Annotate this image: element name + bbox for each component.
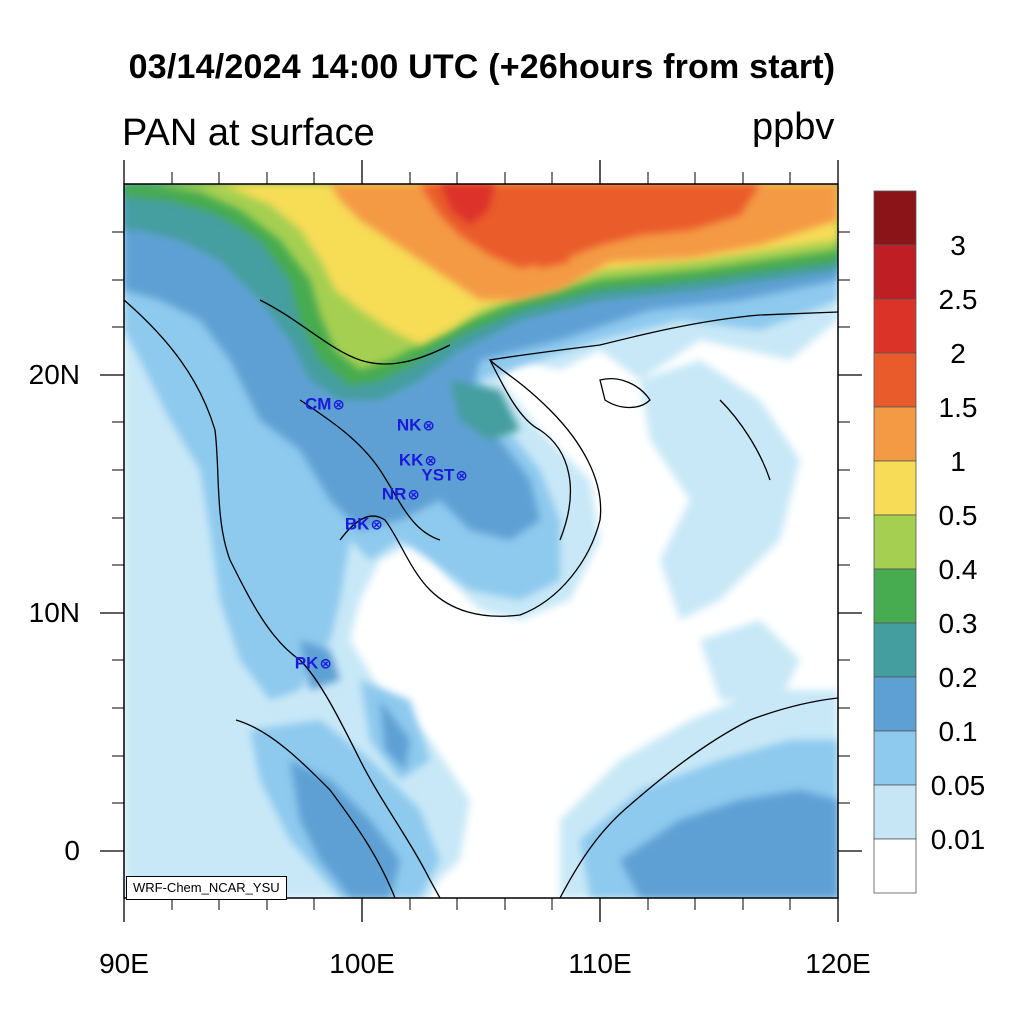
colorbar-label: 3 bbox=[950, 230, 966, 261]
colorbar-label: 0.3 bbox=[938, 608, 978, 639]
station-symbol-icon: ⊗ bbox=[319, 655, 332, 673]
colorbar-label: 1 bbox=[950, 446, 966, 477]
map-title: 03/14/2024 14:00 UTC (+26hours from star… bbox=[128, 48, 836, 86]
station-symbol-icon: ⊗ bbox=[332, 396, 345, 414]
station-symbol-icon: ⊗ bbox=[422, 417, 435, 435]
colorbar-label: 0.1 bbox=[938, 716, 978, 747]
colorbar-swatch bbox=[873, 838, 917, 894]
colorbar-label: 0.5 bbox=[938, 500, 978, 531]
lat-label-0: 0 bbox=[64, 835, 80, 866]
colorbar-swatch bbox=[873, 730, 917, 786]
station-marker: YST⊗ bbox=[421, 467, 468, 484]
pan-contour-field bbox=[124, 184, 838, 898]
lon-label-100e: 100E bbox=[329, 948, 395, 979]
colorbar-label: 0.05 bbox=[930, 770, 986, 801]
lon-label-110e: 110E bbox=[568, 948, 632, 979]
colorbar-label: 1.5 bbox=[938, 392, 978, 423]
station-symbol-icon: ⊗ bbox=[424, 452, 437, 470]
colorbar-label: 0.01 bbox=[930, 824, 986, 855]
pan-level-2-region bbox=[440, 184, 495, 225]
variable-label: PAN at surface bbox=[122, 112, 375, 154]
station-code: KK bbox=[398, 450, 424, 470]
colorbar-label: 0.4 bbox=[938, 554, 978, 585]
colorbar-label: 0.2 bbox=[938, 662, 978, 693]
colorbar-swatch bbox=[873, 784, 917, 840]
station-marker: BK⊗ bbox=[345, 516, 383, 533]
station-code: NR bbox=[381, 484, 407, 504]
colorbar-swatch bbox=[873, 622, 917, 678]
lat-label-10n: 10N bbox=[28, 597, 80, 628]
station-code: NK bbox=[396, 415, 422, 435]
station-marker: KK⊗ bbox=[399, 452, 437, 469]
station-marker: NR⊗ bbox=[382, 486, 420, 503]
station-code: PK bbox=[294, 653, 319, 673]
map-frame bbox=[100, 160, 862, 922]
colorbar-swatch bbox=[873, 190, 917, 246]
station-code: YST bbox=[421, 465, 455, 485]
station-symbol-icon: ⊗ bbox=[407, 486, 420, 504]
station-marker: PK⊗ bbox=[295, 655, 332, 672]
colorbar-label: 2 bbox=[950, 338, 966, 369]
lon-label-90e: 90E bbox=[99, 948, 149, 979]
station-symbol-icon: ⊗ bbox=[455, 467, 468, 485]
units-label: ppbv bbox=[752, 106, 835, 148]
lon-label-120e: 120E bbox=[805, 948, 871, 979]
lat-label-20n: 20N bbox=[28, 359, 80, 390]
colorbar-swatch bbox=[873, 244, 917, 300]
colorbar-label: 2.5 bbox=[938, 284, 978, 315]
colorbar-swatch bbox=[873, 298, 917, 354]
model-credit: WRF-Chem_NCAR_YSU bbox=[126, 876, 287, 900]
colorbar bbox=[873, 190, 917, 894]
coastlines bbox=[124, 299, 838, 898]
station-symbol-icon: ⊗ bbox=[370, 516, 383, 534]
station-marker: CM⊗ bbox=[305, 396, 345, 413]
pan-level-1.5-region bbox=[420, 184, 760, 268]
station-marker: NK⊗ bbox=[397, 417, 435, 434]
station-code: BK bbox=[344, 514, 370, 534]
colorbar-swatch bbox=[873, 406, 917, 462]
station-code: CM bbox=[304, 394, 332, 414]
colorbar-swatch bbox=[873, 676, 917, 732]
colorbar-swatch bbox=[873, 568, 917, 624]
